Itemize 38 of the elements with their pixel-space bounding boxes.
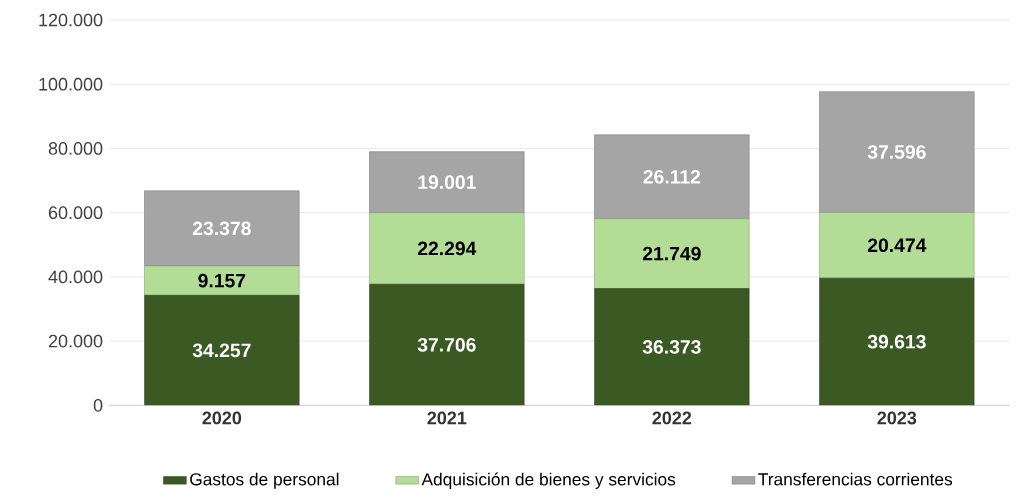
bar: [144, 190, 300, 267]
bar: [594, 288, 750, 406]
bar: [819, 277, 975, 406]
bar: [369, 151, 525, 213]
data-label: 21.749: [642, 246, 701, 261]
x-tick-label: 2022: [652, 411, 692, 425]
y-tick-label: 80.000: [48, 142, 103, 155]
bar: [144, 295, 300, 406]
bar: [594, 218, 750, 289]
y-tick-label: 40.000: [48, 270, 103, 284]
x-tick-label: 2021: [427, 411, 467, 425]
bar: [144, 265, 300, 296]
bar: [369, 283, 525, 406]
bar: [594, 134, 750, 219]
legend-label: Gastos de personal: [190, 472, 339, 489]
bar: [369, 212, 525, 285]
legend-label: Transferencias corrientes: [758, 472, 953, 486]
y-tick-label: 0: [93, 398, 103, 412]
data-label: 36.373: [642, 340, 701, 354]
x-tick-label: 2023: [877, 411, 917, 425]
data-label: 23.378: [192, 221, 251, 236]
data-label: 26.112: [643, 169, 701, 184]
bar: [819, 91, 975, 213]
legend-label: Adquisición de bienes y servicios: [421, 472, 676, 489]
data-label: 19.001: [418, 175, 476, 189]
x-tick-label: 2020: [202, 411, 242, 425]
data-label: 37.596: [867, 145, 926, 159]
data-label: 37.706: [417, 337, 476, 352]
data-label: 34.257: [192, 343, 251, 358]
y-tick-label: 60.000: [48, 206, 103, 220]
y-tick-label: 120.000: [39, 13, 103, 27]
data-label: 9.157: [198, 273, 246, 288]
data-label: 20.474: [867, 238, 927, 253]
data-label: 22.294: [417, 241, 477, 256]
y-tick-label: 20.000: [48, 334, 103, 348]
bar: [819, 212, 975, 279]
y-tick-label: 100.000: [39, 77, 103, 91]
data-label: 39.613: [867, 334, 926, 349]
